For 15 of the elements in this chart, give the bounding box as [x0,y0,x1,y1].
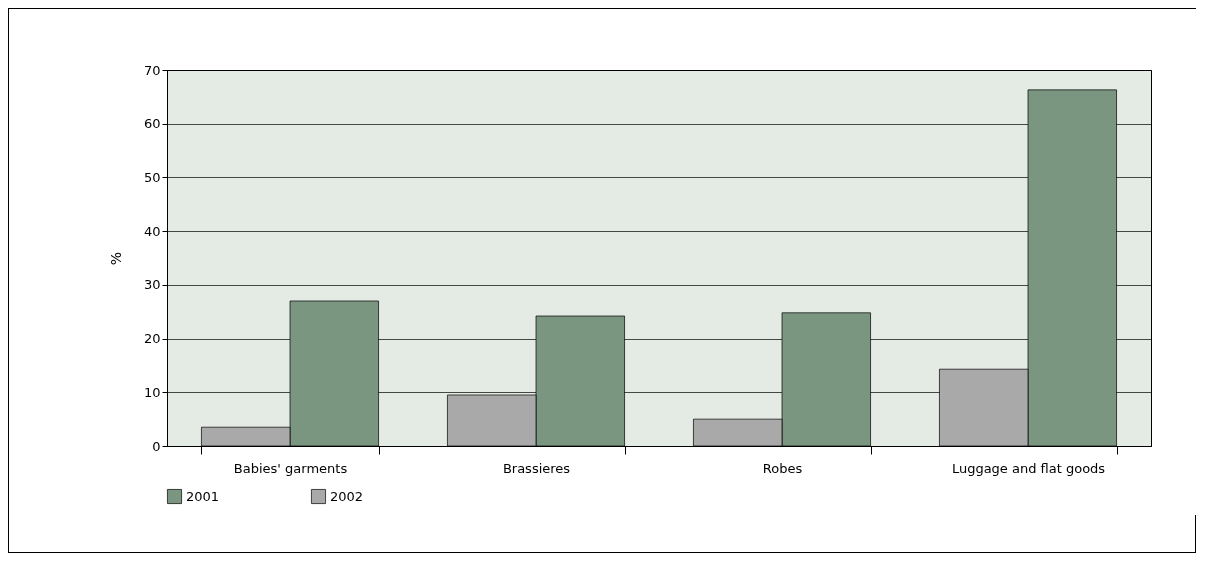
legend-label: 2001 [186,488,220,504]
y-tick-label: 70 [143,62,161,78]
y-tick-label: 10 [143,384,161,400]
y-tick-label: 20 [143,331,161,347]
y-tick-label: 40 [143,223,161,239]
legend-label: 2002 [330,488,364,504]
y-tick-label: 50 [143,169,161,185]
x-tick-label: Robes [762,460,803,476]
y-tick-label: 60 [143,116,161,132]
y-tick-label: 0 [152,438,161,454]
y-axis-title: % [107,251,124,266]
x-tick-label: Brassieres [502,460,571,476]
y-tick-label: 30 [143,277,161,293]
x-tick-label: Babies' garments [233,460,348,476]
x-tick-label: Luggage and flat goods [951,460,1106,476]
